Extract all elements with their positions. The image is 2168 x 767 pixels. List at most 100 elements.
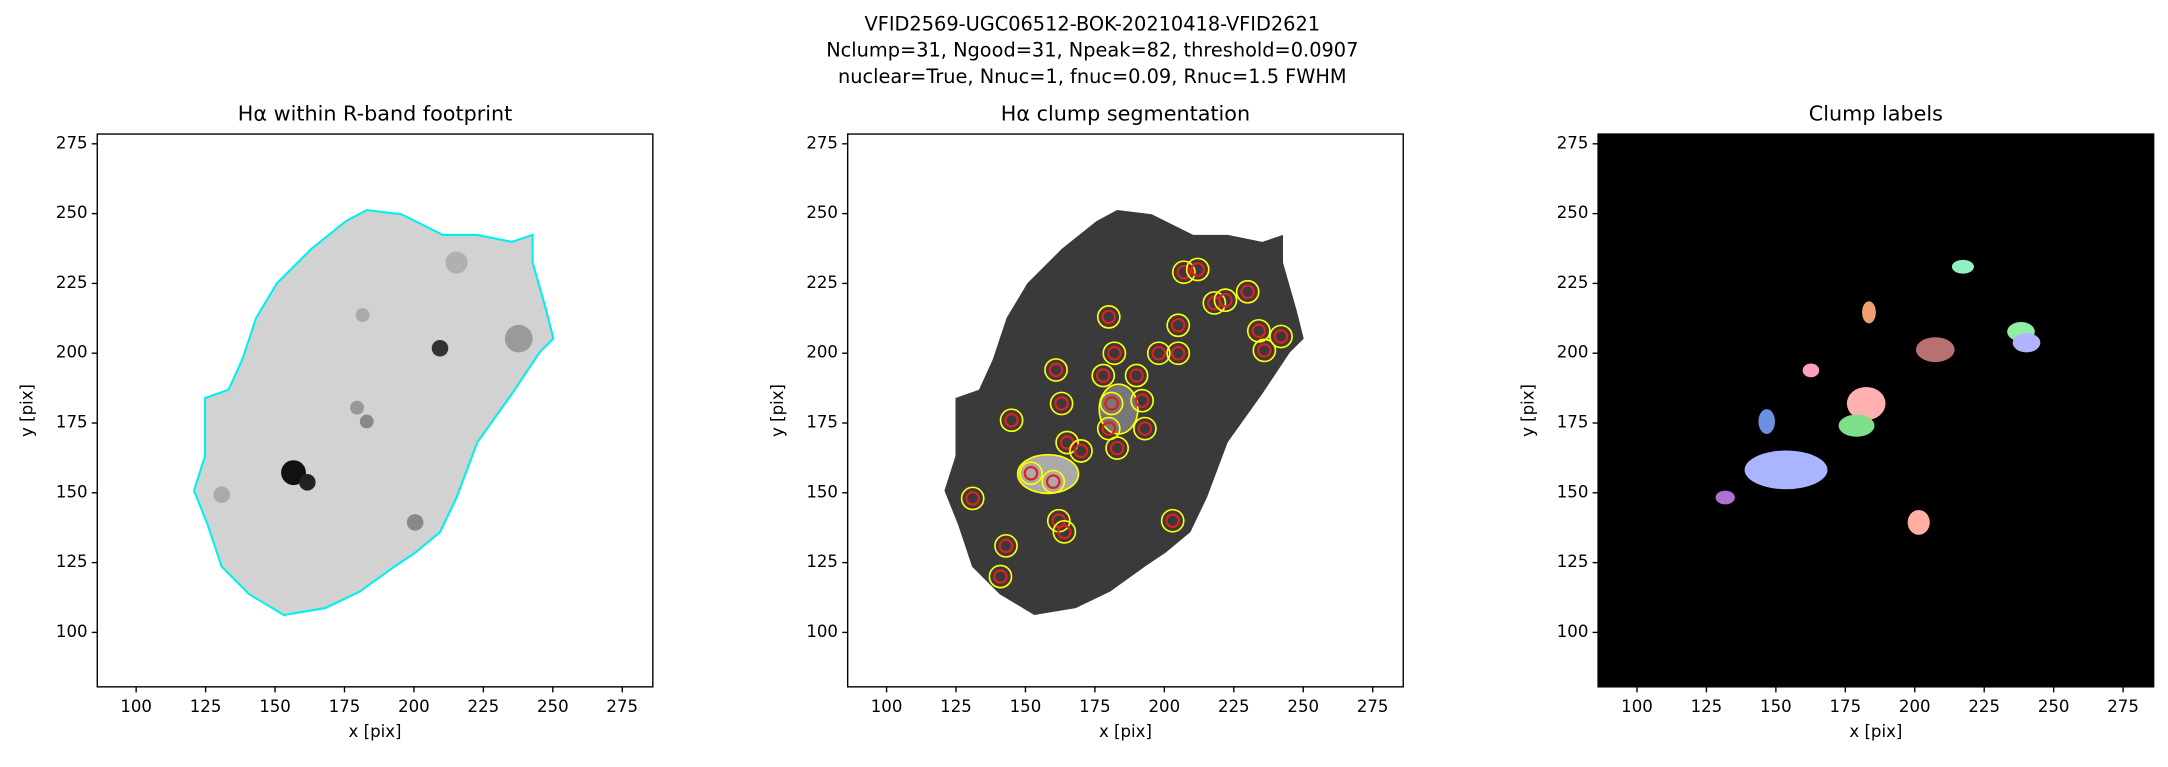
peak-marker — [998, 538, 1014, 554]
y-tick-label: 100 — [56, 622, 88, 641]
y-axis-label: y [pix] — [1518, 384, 1537, 437]
suptitle: VFID2569-UGC06512-BOK-20210418-VFID2621 — [865, 12, 1321, 35]
y-tick-label: 250 — [1557, 203, 1589, 222]
clump-contour — [1052, 520, 1077, 544]
peak-marker — [1218, 292, 1233, 308]
clump-contour — [1102, 341, 1127, 366]
peak-marker — [1190, 262, 1206, 277]
x-tick-label: 175 — [1079, 697, 1111, 716]
peak-marker — [1107, 345, 1122, 361]
peak-marker — [993, 569, 1008, 584]
peak-marker — [965, 491, 981, 506]
x-tick-label: 100 — [120, 697, 152, 716]
clump-contour — [994, 533, 1018, 558]
clump-contour — [1146, 341, 1171, 366]
image-panel-3 — [1598, 134, 2154, 687]
clump-contour — [1269, 324, 1293, 349]
clump-contour — [1246, 318, 1271, 343]
clump-contour — [1099, 391, 1124, 416]
clump-contour — [1041, 469, 1066, 494]
y-tick-label: 225 — [1557, 273, 1589, 292]
y-tick-label: 125 — [56, 552, 88, 571]
y-tick-label: 250 — [56, 203, 88, 222]
peak-marker — [1048, 362, 1064, 378]
x-tick-label: 150 — [1010, 697, 1042, 716]
clump-contour — [1069, 439, 1093, 463]
axes-title: Hα clump segmentation — [1001, 102, 1250, 126]
clump-contour — [1019, 461, 1043, 486]
peak-marker — [1151, 345, 1167, 361]
peak-marker — [1101, 421, 1117, 436]
x-axis-label: x [pix] — [1099, 722, 1152, 741]
x-tick-label: 275 — [2107, 697, 2139, 716]
clump-contour — [988, 564, 1013, 589]
axes-title: Clump labels — [1809, 102, 1943, 126]
y-tick-label: 150 — [806, 482, 838, 501]
peak-marker — [1057, 524, 1072, 540]
x-tick-label: 225 — [468, 697, 500, 716]
clump-contour — [1096, 416, 1121, 441]
x-tick-label: 200 — [1149, 697, 1181, 716]
peak-marker — [1257, 343, 1272, 358]
x-tick-label: 200 — [398, 697, 430, 716]
x-tick-label: 100 — [871, 697, 903, 716]
peak-marker — [1095, 368, 1111, 383]
x-tick-label: 125 — [1691, 697, 1723, 716]
y-tick-label: 125 — [1557, 552, 1589, 571]
image-panel-1 — [192, 209, 555, 617]
x-tick-label: 175 — [329, 697, 361, 716]
x-tick-label: 125 — [940, 697, 972, 716]
y-tick-label: 100 — [1557, 622, 1589, 641]
clump-contour — [1235, 279, 1260, 304]
peak-marker — [1023, 465, 1039, 481]
axes-frame — [96, 133, 654, 688]
y-tick-label: 175 — [1557, 413, 1589, 432]
suptitle: Nclump=31, Ngood=31, Npeak=82, threshold… — [826, 39, 1358, 62]
axes-frame — [1597, 133, 2155, 688]
clump-contour — [1171, 260, 1196, 285]
clump-contour — [1185, 257, 1210, 282]
x-axis-label: x [pix] — [349, 722, 402, 741]
y-axis-label: y [pix] — [768, 384, 787, 437]
clump-contour — [1044, 358, 1068, 382]
x-tick-label: 275 — [1357, 697, 1389, 716]
peak-marker — [1045, 474, 1061, 489]
peak-marker — [1104, 396, 1119, 411]
peak-marker — [1251, 323, 1267, 339]
peak-marker — [1109, 440, 1125, 456]
y-tick-label: 100 — [806, 622, 838, 641]
x-tick-label: 150 — [259, 697, 291, 716]
peak-marker — [1101, 309, 1117, 325]
clump-contour — [1105, 436, 1130, 461]
peak-marker — [1273, 329, 1289, 344]
clump-contour — [1166, 313, 1191, 338]
y-tick-label: 275 — [806, 133, 838, 152]
y-axis-label: y [pix] — [18, 384, 37, 437]
x-tick-label: 150 — [1760, 697, 1792, 716]
clump-contour — [999, 408, 1024, 433]
y-tick-label: 275 — [56, 133, 88, 152]
y-tick-label: 150 — [56, 482, 88, 501]
y-tick-label: 200 — [56, 343, 88, 362]
peak-marker — [1137, 421, 1153, 436]
peak-marker — [1134, 393, 1150, 409]
x-tick-label: 100 — [1621, 697, 1653, 716]
x-axis-label: x [pix] — [1849, 722, 1902, 741]
clump-contour — [1202, 291, 1227, 315]
clump-contour — [1055, 430, 1080, 455]
clump-contour — [1160, 508, 1185, 533]
x-tick-label: 225 — [1968, 697, 2000, 716]
x-tick-label: 225 — [1218, 697, 1250, 716]
clump-contour — [1096, 305, 1121, 329]
peak-marker — [1165, 513, 1181, 529]
y-tick-label: 125 — [806, 552, 838, 571]
y-tick-label: 250 — [806, 203, 838, 222]
peak-marker — [1073, 443, 1089, 459]
suptitle: nuclear=True, Nnuc=1, fnuc=0.09, Rnuc=1.… — [838, 65, 1347, 88]
peak-marker — [1240, 284, 1256, 300]
y-tick-label: 275 — [1557, 133, 1589, 152]
x-tick-label: 250 — [1287, 697, 1319, 716]
peak-marker — [1004, 412, 1019, 428]
y-tick-label: 175 — [56, 413, 88, 432]
